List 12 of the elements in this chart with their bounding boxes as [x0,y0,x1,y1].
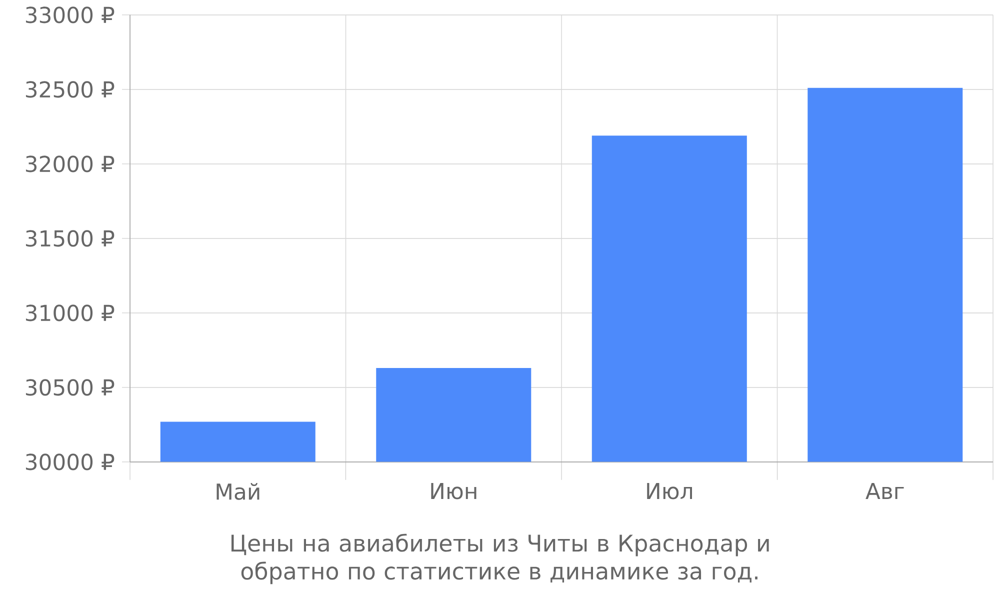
x-tick-label: Авг [866,483,904,499]
y-tick-label: 30000 ₽ [26,454,114,470]
y-tick-label: 30500 ₽ [26,379,114,396]
y-tick-label: 32000 ₽ [26,156,114,172]
x-tick-label: Май [216,483,260,500]
x-tick-label: Июн [431,483,476,500]
y-tick-label: 31500 ₽ [26,230,114,247]
y-tick-label: 33000 ₽ [26,6,114,24]
text: Цены на авиабилеты из Читы в Краснодар и обратно по статистике в динамике за год. [231,534,769,584]
x-tick-label: Июл [647,483,692,500]
y-tick-label: 31000 ₽ [26,304,114,322]
y-tick-label: 32500 ₽ [26,81,114,98]
